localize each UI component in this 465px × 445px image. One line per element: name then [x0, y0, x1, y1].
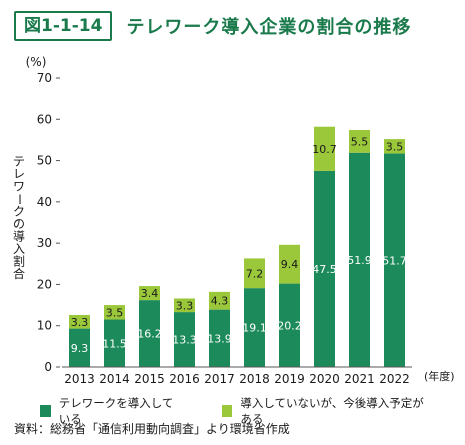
data-label-implemented: 16.2 — [137, 328, 162, 341]
x-tick-label: 2021 — [344, 372, 375, 386]
bar-implemented — [384, 153, 405, 367]
y-tick-label: 30 — [37, 236, 52, 250]
bar-planned — [314, 126, 335, 171]
y-tick-label: 10 — [37, 319, 52, 333]
bar-implemented — [174, 312, 195, 367]
x-tick-label: 2016 — [169, 372, 200, 386]
data-label-planned: 3.3 — [176, 299, 194, 312]
x-tick-label: 2017 — [204, 372, 235, 386]
x-axis: 2013 2014 2015 2016 2017 2018 2019 2020 2021 2022 — [64, 372, 410, 386]
data-label-planned: 3.4 — [141, 287, 159, 300]
bar-implemented — [349, 152, 370, 367]
y-axis-label-char: 入 — [13, 242, 25, 256]
bar-planned — [244, 258, 265, 289]
data-label-implemented: 11.5 — [102, 337, 127, 350]
bar-implemented — [139, 300, 160, 367]
bar-planned — [209, 291, 230, 310]
x-tick-label: 2015 — [134, 372, 165, 386]
y-axis-label-char: ワ — [13, 179, 25, 193]
data-label-planned: 7.2 — [246, 267, 264, 280]
x-tick-label: 2022 — [379, 372, 410, 386]
data-label-planned: 3.5 — [386, 140, 404, 153]
data-label-planned: 5.5 — [351, 135, 369, 148]
y-axis-label-char: テ — [13, 154, 25, 168]
bar-implemented — [104, 319, 125, 367]
data-label-planned: 3.3 — [71, 316, 89, 329]
data-label-implemented: 13.9 — [207, 332, 232, 345]
x-unit-label: (年度) — [424, 369, 455, 383]
bar-planned — [279, 244, 300, 284]
data-label-planned: 10.7 — [312, 143, 337, 156]
figure-label: 図1-1-14 — [14, 11, 113, 41]
bars: 9.3 3.3 11.5 3.5 16.2 3.4 13.3 3.3 13.9 4.3 19.1 7.… — [69, 126, 407, 367]
data-label-implemented: 20.2 — [277, 319, 302, 332]
legend-label-planned: 導入していないが、今後導入予定がある — [240, 396, 424, 426]
y-axis-label-char: の — [13, 217, 25, 231]
y-tick-label: 60 — [37, 112, 52, 126]
data-label-implemented: 51.9 — [347, 254, 372, 267]
y-tick-label: 50 — [37, 154, 52, 168]
bar-planned — [384, 139, 405, 154]
data-label-implemented: 13.3 — [172, 334, 197, 347]
bar-planned — [69, 314, 90, 329]
y-axis-label-char: 割 — [13, 253, 25, 268]
y-tick-label: 70 — [37, 71, 52, 85]
x-tick-label: 2018 — [239, 372, 270, 386]
y-unit-label: (%) — [26, 55, 47, 69]
data-label-planned: 3.5 — [106, 306, 124, 319]
data-label-planned: 4.3 — [211, 295, 229, 308]
bar-implemented — [69, 328, 90, 367]
y-axis-label-char: ー — [13, 193, 27, 205]
data-label-implemented: 9.3 — [71, 342, 89, 355]
bar-planned — [104, 305, 125, 320]
legend-swatch-planned — [221, 405, 233, 417]
bar-implemented — [279, 283, 300, 367]
data-label-implemented: 47.5 — [312, 263, 337, 276]
x-tick-label: 2019 — [274, 372, 305, 386]
bar-implemented — [209, 309, 230, 367]
y-axis-label-char: 導 — [13, 229, 25, 243]
x-tick-label: 2020 — [309, 372, 340, 386]
y-axis-label-char: 合 — [13, 266, 25, 281]
x-tick-label: 2014 — [99, 372, 130, 386]
y-axis-label-char: ク — [13, 204, 25, 218]
figure-title: テレワーク導入企業の割合の推移 — [126, 17, 412, 38]
y-axis: 0 10 20 30 40 50 60 70 — [37, 71, 60, 374]
y-tick-label: 40 — [37, 195, 52, 209]
bar-planned — [174, 298, 195, 313]
legend: テレワークを導入している 導入していないが、今後導入予定がある — [40, 395, 465, 427]
y-axis-label-char: レ — [13, 167, 25, 181]
y-tick-label: 20 — [37, 277, 52, 291]
bar-implemented — [244, 288, 265, 367]
legend-item-planned: 導入していないが、今後導入予定がある — [221, 395, 425, 427]
bar-planned — [139, 286, 160, 301]
y-tick-label: 0 — [44, 360, 52, 374]
figure-header: 図1-1-14 テレワーク導入企業の割合の推移 — [14, 10, 411, 42]
legend-label-implemented: テレワークを導入している — [58, 396, 174, 426]
legend-item-implemented: テレワークを導入している — [40, 395, 182, 427]
data-label-implemented: 51.7 — [382, 254, 407, 267]
x-tick-label: 2013 — [64, 372, 95, 386]
bar-implemented — [314, 170, 335, 367]
data-label-implemented: 19.1 — [242, 322, 267, 335]
legend-swatch-implemented — [40, 405, 51, 417]
source-note: 資料：総務省「通信利用動向調査」より環境省作成 — [14, 422, 290, 436]
bar-planned — [349, 130, 370, 153]
data-label-planned: 9.4 — [281, 258, 299, 271]
